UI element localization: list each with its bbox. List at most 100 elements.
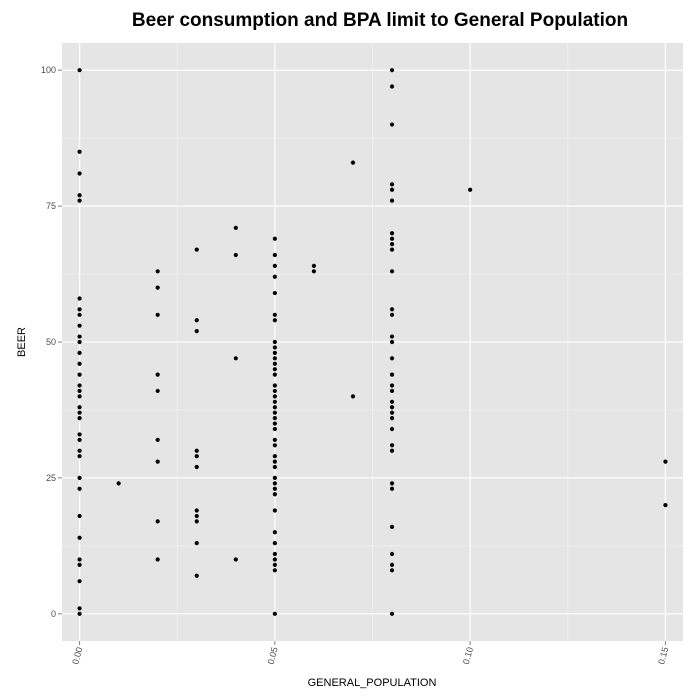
data-point <box>272 437 277 442</box>
data-point <box>389 372 395 377</box>
data-point <box>389 481 395 486</box>
data-point <box>77 350 82 355</box>
data-point <box>272 421 277 426</box>
grid-major <box>62 43 683 641</box>
data-point <box>155 269 160 274</box>
data-point <box>389 426 395 432</box>
data-point <box>272 492 277 497</box>
data-point <box>663 459 668 464</box>
data-point <box>272 551 277 557</box>
data-point <box>194 464 199 470</box>
data-point <box>194 573 199 578</box>
data-point <box>194 247 199 252</box>
data-point <box>389 236 395 241</box>
x-tick-label: 0.00 <box>70 646 84 666</box>
data-point <box>389 443 395 448</box>
data-point <box>77 410 82 415</box>
x-tick-label: 0.05 <box>266 646 280 666</box>
data-point <box>194 508 199 513</box>
data-point <box>272 399 277 404</box>
data-point <box>272 464 277 470</box>
data-point <box>272 443 277 448</box>
data-point <box>272 356 277 361</box>
data-point <box>389 334 395 339</box>
data-point <box>77 323 82 328</box>
data-point <box>77 562 82 567</box>
data-point <box>389 383 395 388</box>
data-point <box>272 350 277 355</box>
data-point <box>272 459 277 464</box>
data-point <box>77 388 82 394</box>
y-axis-title: BEER <box>16 327 28 357</box>
data-point <box>350 394 356 399</box>
data-point <box>77 193 82 198</box>
data-point <box>194 513 199 519</box>
data-point <box>389 611 395 616</box>
data-point <box>389 399 395 404</box>
data-point <box>77 513 82 519</box>
data-point <box>233 252 238 258</box>
data-point <box>468 187 473 192</box>
data-point <box>272 557 277 562</box>
data-point <box>155 557 160 562</box>
data-point <box>77 198 82 203</box>
data-point <box>389 524 395 529</box>
data-point <box>155 312 160 317</box>
data-point <box>77 557 82 562</box>
data-point <box>272 339 277 345</box>
data-point <box>77 394 82 399</box>
x-tick-label: 0.10 <box>461 646 475 666</box>
data-point <box>272 410 277 415</box>
data-point <box>389 307 395 312</box>
data-point <box>233 356 238 361</box>
data-point <box>194 329 199 334</box>
data-point <box>389 182 395 187</box>
data-point <box>233 225 238 230</box>
data-point <box>77 579 82 584</box>
data-point <box>272 475 277 481</box>
data-point <box>272 345 277 350</box>
data-point <box>272 383 277 388</box>
y-axis-ticks: 0 25 50 75 100 <box>41 65 62 619</box>
data-point <box>155 519 160 524</box>
data-point <box>155 437 160 442</box>
data-point <box>272 508 277 513</box>
data-point <box>155 388 160 394</box>
data-points <box>77 68 668 616</box>
data-point <box>194 541 199 546</box>
data-point <box>272 236 277 241</box>
data-point <box>389 410 395 415</box>
data-point <box>389 198 395 203</box>
data-point <box>272 274 277 279</box>
data-point <box>77 475 82 481</box>
data-point <box>389 339 395 345</box>
data-point <box>389 551 395 557</box>
data-point <box>272 318 277 323</box>
data-point <box>272 611 277 616</box>
data-point <box>77 68 82 73</box>
data-point <box>77 312 82 317</box>
data-point <box>389 405 395 410</box>
data-point <box>389 68 395 73</box>
data-point <box>311 263 317 268</box>
data-point <box>272 562 277 567</box>
data-point <box>272 367 277 372</box>
data-point <box>77 405 82 410</box>
data-point <box>389 448 395 453</box>
data-point <box>77 149 82 154</box>
data-point <box>389 388 395 394</box>
data-point <box>272 312 277 317</box>
data-point <box>389 84 395 89</box>
data-point <box>272 372 277 377</box>
y-tick-label: 100 <box>41 65 56 75</box>
data-point <box>389 242 395 247</box>
data-point <box>272 252 277 258</box>
data-point <box>389 231 395 236</box>
data-point <box>272 405 277 410</box>
data-point <box>389 312 395 317</box>
data-point <box>155 459 160 464</box>
data-point <box>194 519 199 524</box>
data-point <box>77 372 82 377</box>
data-point <box>77 171 82 176</box>
